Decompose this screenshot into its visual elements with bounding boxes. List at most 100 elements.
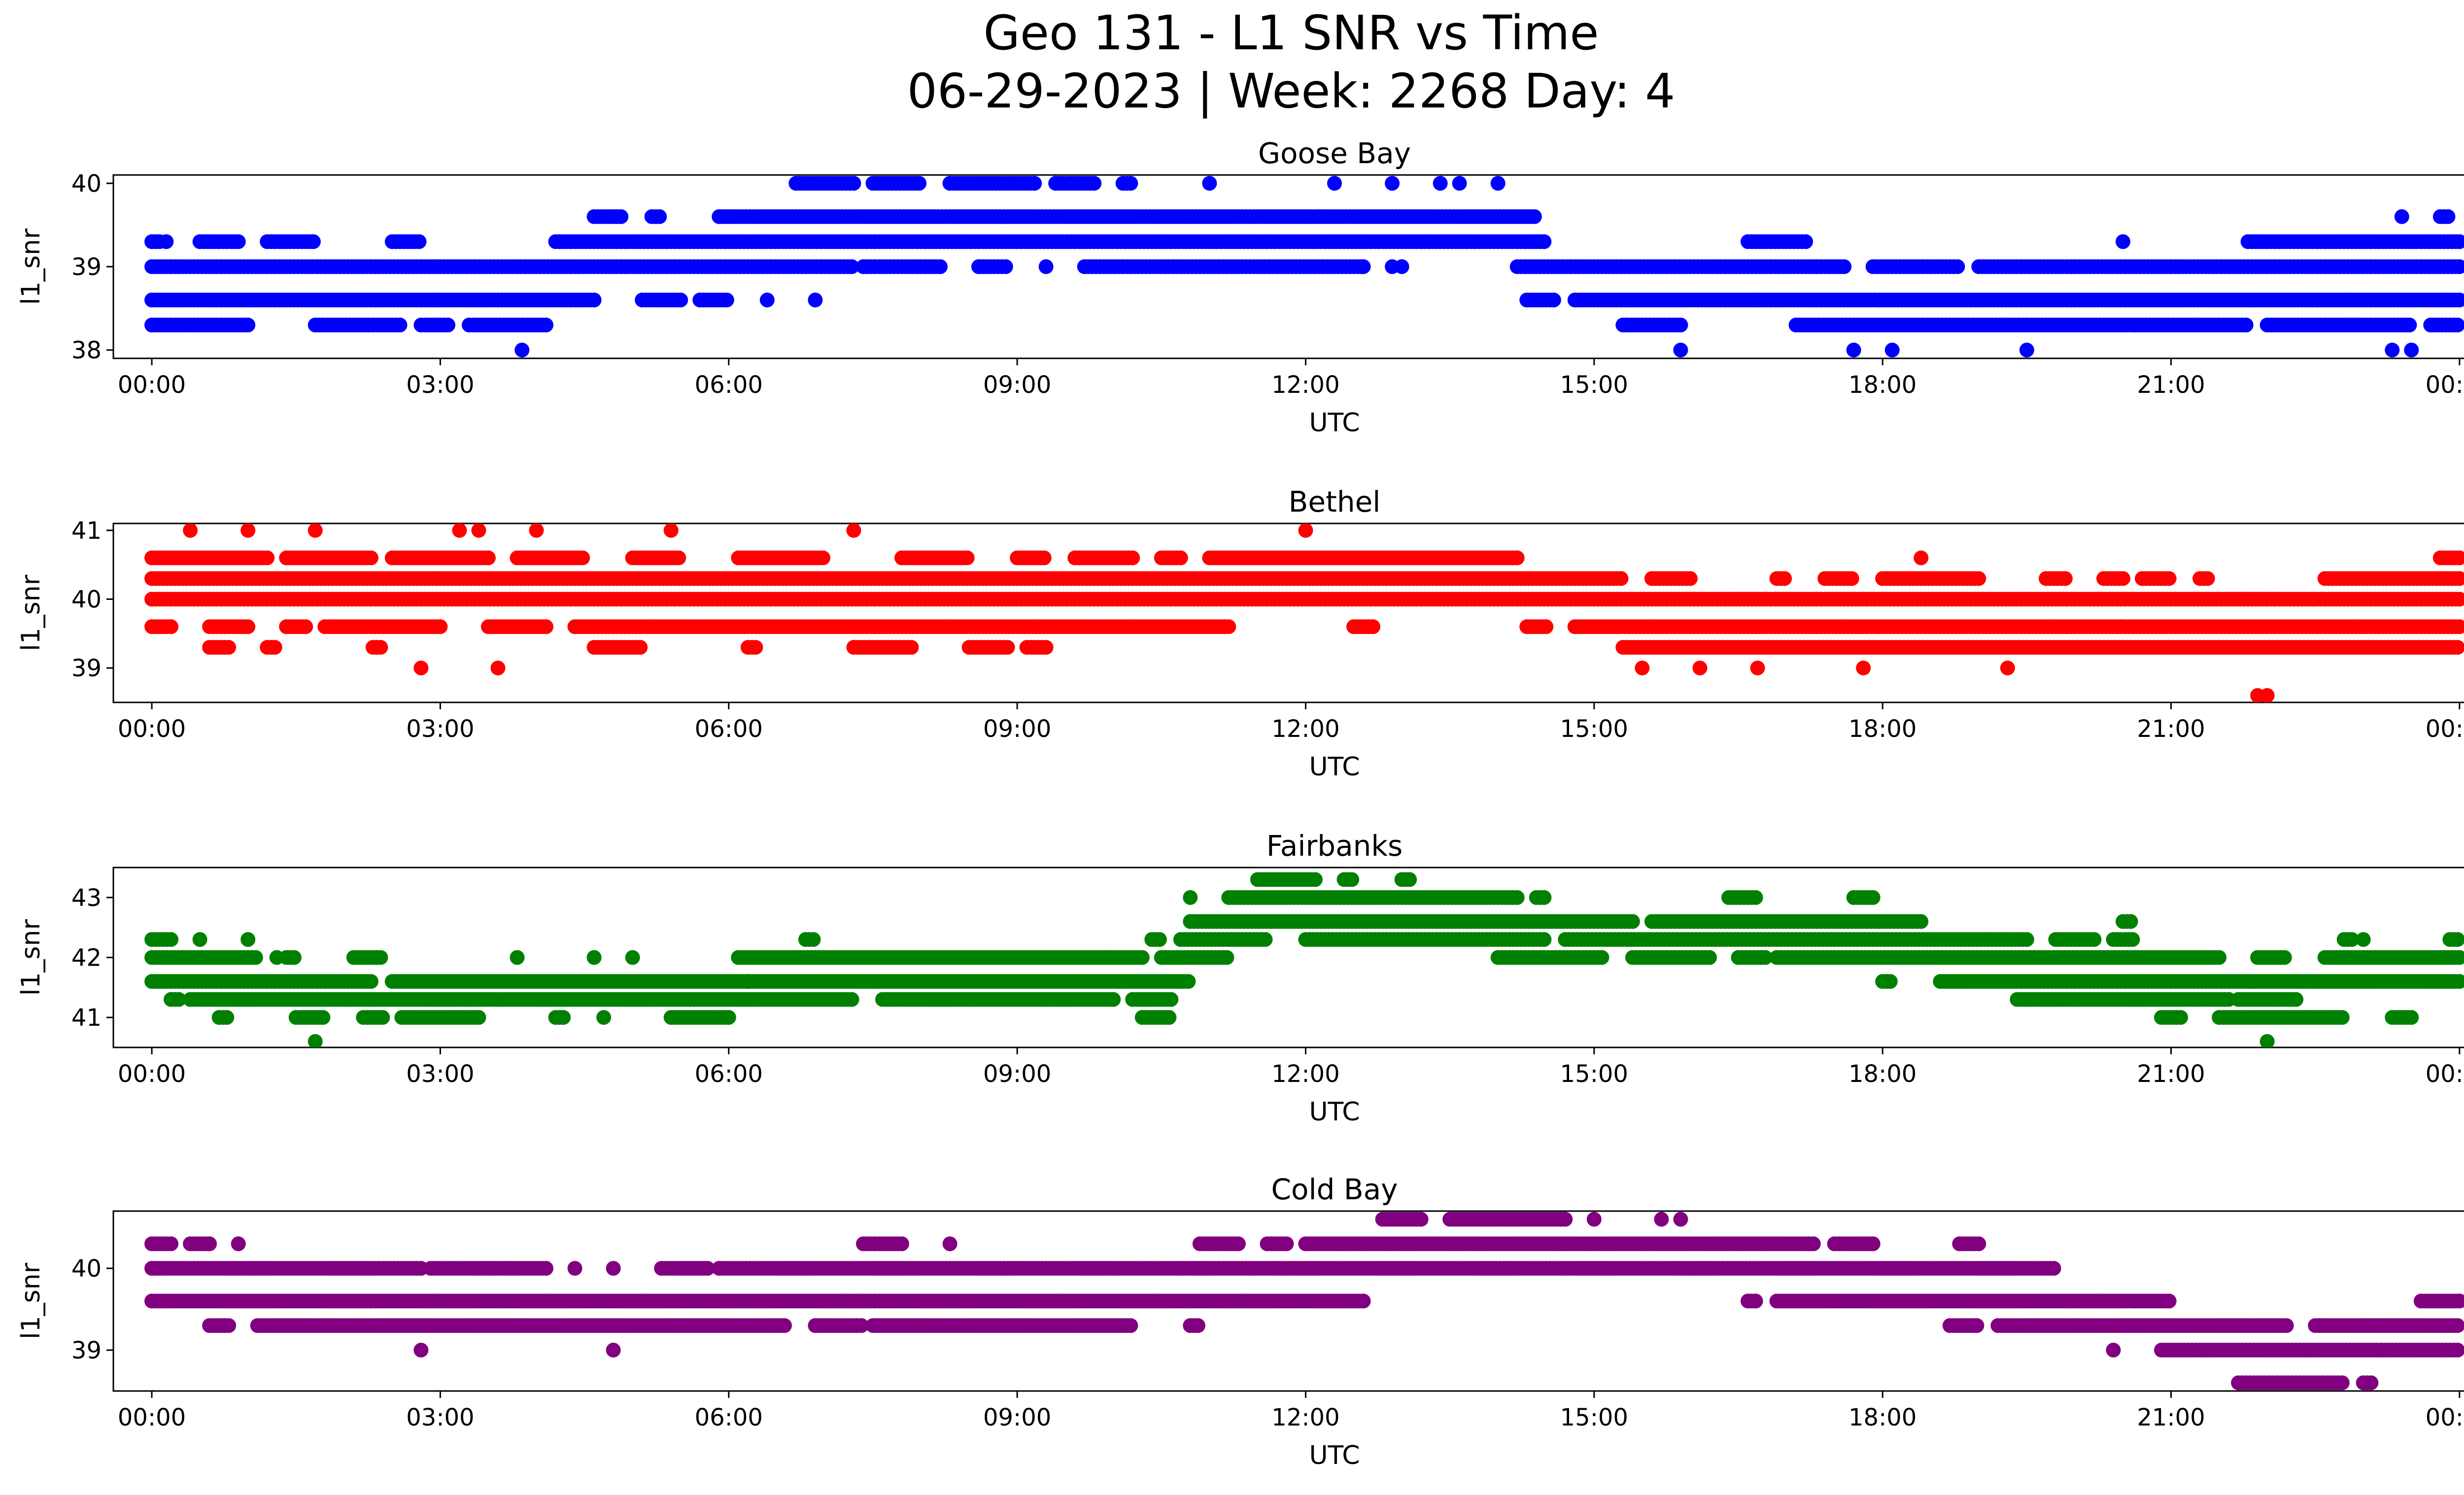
data-point (1546, 292, 1561, 308)
data-point (844, 259, 859, 274)
y-tick-label: 40 (71, 586, 102, 614)
data-point (1298, 523, 1313, 538)
x-tick-label: 18:00 (1848, 1060, 1916, 1088)
data-point (363, 550, 378, 565)
figure-title-line1: Geo 131 - L1 SNR vs Time (984, 5, 1599, 61)
data-series (144, 523, 2464, 702)
chart-title: Goose Bay (1258, 137, 1411, 170)
data-point (441, 317, 456, 333)
x-tick-label: 15:00 (1560, 715, 1628, 743)
data-point (1692, 661, 1708, 676)
data-point (2452, 550, 2464, 565)
x-axis-label: UTC (1309, 408, 1360, 438)
data-point (1673, 343, 1688, 358)
data-point (846, 523, 861, 538)
x-tick-label: 21:00 (2137, 371, 2205, 399)
data-point (1537, 234, 1552, 249)
data-point (240, 619, 256, 634)
data-point (1509, 550, 1525, 565)
data-point (164, 619, 179, 634)
data-point (1798, 234, 1814, 249)
chart-title: Fairbanks (1266, 829, 1403, 863)
data-point (1125, 550, 1140, 565)
data-point (2450, 317, 2464, 333)
x-tick-label: 21:00 (2137, 715, 2205, 743)
x-tick-label: 06:00 (695, 371, 763, 399)
x-tick-label: 00:00 (2426, 715, 2464, 743)
data-point (971, 259, 987, 274)
figure-title-line2: 06-29-2023 | Week: 2268 Day: 4 (907, 64, 1676, 119)
data-point (2452, 619, 2464, 634)
data-point (1613, 571, 1629, 586)
data-point (363, 974, 378, 989)
x-tick-label: 00:00 (118, 715, 186, 743)
data-point (2115, 571, 2130, 586)
data-point (1123, 175, 1138, 191)
data-point (2385, 343, 2400, 358)
data-point (539, 619, 554, 634)
data-point (2402, 317, 2417, 333)
data-point (1882, 974, 1898, 989)
data-point (480, 550, 496, 565)
data-point (2452, 571, 2464, 586)
data-point (998, 259, 1013, 274)
data-point (219, 1010, 235, 1025)
data-point (490, 661, 506, 676)
data-point (221, 640, 237, 655)
data-point (1914, 550, 1929, 565)
data-point (433, 619, 448, 634)
data-point (1673, 317, 1688, 333)
data-point (586, 292, 602, 308)
x-tick-label: 00:00 (2426, 1060, 2464, 1088)
x-axis-label: UTC (1309, 752, 1360, 782)
y-axis-label: l1_snr (16, 574, 46, 651)
data-point (2173, 1010, 2189, 1025)
y-tick-label: 41 (71, 517, 102, 545)
data-point (912, 175, 927, 191)
data-point (846, 175, 861, 191)
data-point (2289, 992, 2304, 1007)
data-series (144, 175, 2464, 358)
x-tick-label: 15:00 (1560, 1060, 1628, 1088)
y-tick-label: 42 (71, 944, 102, 972)
data-point (1846, 343, 1861, 358)
data-point (556, 1010, 571, 1025)
data-point (411, 234, 427, 249)
y-tick-label: 38 (71, 337, 102, 364)
data-point (1971, 571, 1986, 586)
data-point (2334, 1010, 2350, 1025)
data-point (306, 234, 321, 249)
data-point (808, 292, 823, 308)
data-point (471, 1010, 486, 1025)
x-tick-label: 00:00 (118, 371, 186, 399)
data-point (1844, 571, 1859, 586)
data-point (1856, 661, 1871, 676)
x-tick-label: 12:00 (1271, 371, 1339, 399)
data-point (1366, 619, 1381, 634)
data-point (2404, 343, 2419, 358)
data-point (159, 234, 174, 249)
data-point (904, 640, 919, 655)
data-point (1527, 209, 1542, 224)
data-point (1038, 259, 1054, 274)
data-point (373, 640, 388, 655)
data-point (1036, 550, 1052, 565)
x-tick-label: 06:00 (695, 715, 763, 743)
data-point (286, 950, 302, 965)
data-point (719, 292, 734, 308)
data-point (1433, 175, 1448, 191)
data-point (1087, 175, 1102, 191)
data-point (1202, 175, 1217, 191)
data-point (1000, 640, 1015, 655)
data-point (1884, 343, 1900, 358)
plot-frame (112, 522, 2464, 703)
data-point (240, 523, 256, 538)
data-point (721, 1010, 736, 1025)
data-series (144, 872, 2464, 1047)
y-tick-label: 39 (71, 253, 102, 281)
data-point (298, 619, 313, 634)
